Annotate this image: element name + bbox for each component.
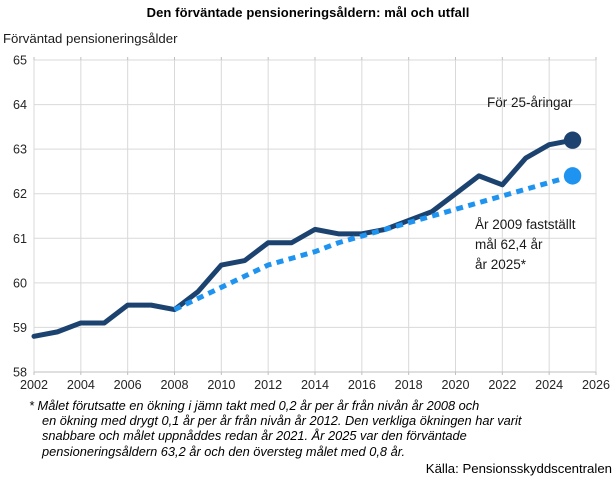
y-tick-label: 62	[13, 187, 27, 201]
x-tick-label: 2018	[395, 378, 423, 392]
x-tick-label: 2004	[67, 378, 95, 392]
series-label-annotation: För 25-åringar	[487, 95, 573, 110]
x-tick-label: 2024	[535, 378, 563, 392]
footnote-line-2: en ökning med drygt 0,1 år per år från n…	[42, 413, 522, 429]
target-annotation-line-1: År 2009 fastställt	[475, 217, 576, 232]
y-tick-label: 59	[13, 321, 27, 335]
target-annotation: År 2009 fastställt mål 62,4 år år 2025*	[475, 215, 576, 275]
x-tick-label: 2012	[254, 378, 282, 392]
y-axis-title: Förväntad pensioneringsålder	[3, 31, 178, 46]
x-tick-label: 2026	[582, 378, 610, 392]
y-tick-label: 64	[13, 98, 27, 112]
y-tick-label: 65	[13, 54, 27, 68]
series-end-dot-dashed	[563, 167, 582, 185]
x-tick-label: 2022	[488, 378, 516, 392]
footnote: * Målet förutsatte en ökning i jämn takt…	[29, 398, 595, 459]
x-tick-label: 2010	[207, 378, 235, 392]
x-tick-label: 2016	[348, 378, 376, 392]
x-tick-label: 2014	[301, 378, 329, 392]
footnote-line-3: snabbare och målet uppnåddes redan år 20…	[42, 428, 467, 444]
series-line-solid	[31, 137, 576, 339]
target-annotation-line-3: år 2025*	[475, 257, 527, 272]
series-line-dashed	[173, 173, 574, 312]
source-label: Källa: Pensionsskyddscentralen	[425, 461, 612, 476]
y-tick-label: 60	[13, 276, 27, 290]
y-tick-label: 63	[13, 143, 27, 157]
footnote-line-4: pensioneringsåldern 63,2 år och den över…	[42, 443, 406, 459]
chart-canvas: 58 59 60 61 62 63 64 65 2002 2004 2006 2008 2010 2012…	[13, 54, 610, 393]
y-tick-label: 61	[13, 232, 27, 246]
x-tick-label: 2006	[114, 378, 142, 392]
x-tick-label: 2020	[441, 378, 469, 392]
footnote-line-1: * Målet förutsatte en ökning i jämn takt…	[29, 398, 480, 413]
x-tick-label: 2002	[20, 378, 48, 392]
x-tick-label: 2008	[160, 378, 188, 392]
y-tick-label: 58	[13, 366, 27, 380]
target-annotation-line-2: mål 62,4 år	[475, 237, 543, 252]
chart-title: Den förväntade pensioneringsåldern: mål …	[146, 5, 470, 20]
series-end-dot-solid	[563, 131, 582, 149]
